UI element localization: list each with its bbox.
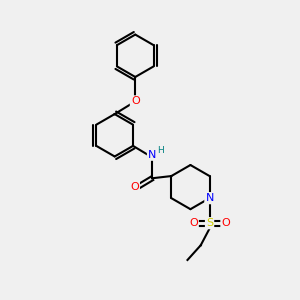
Text: S: S [206, 218, 213, 228]
Text: N: N [206, 193, 214, 203]
Text: N: N [148, 150, 156, 160]
Text: O: O [130, 182, 139, 192]
Text: O: O [221, 218, 230, 228]
Text: O: O [189, 218, 198, 228]
Text: O: O [131, 96, 140, 106]
Text: H: H [158, 146, 164, 155]
